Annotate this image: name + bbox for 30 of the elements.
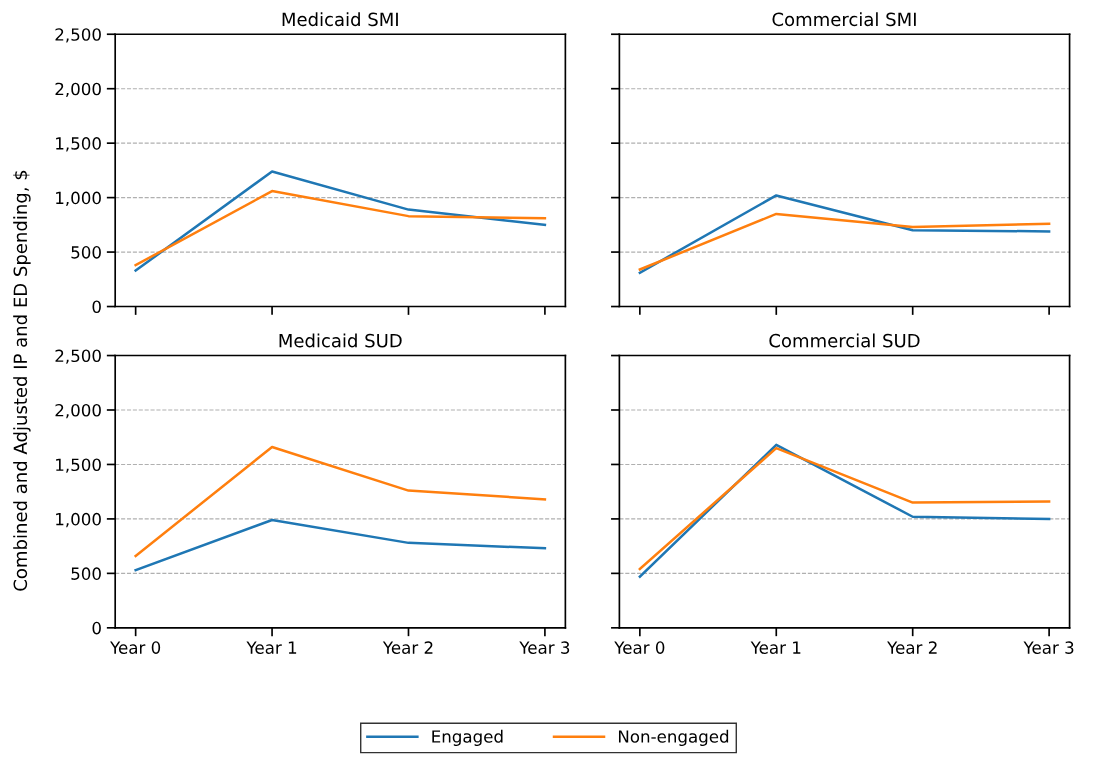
x-tick-label: Year 3	[519, 641, 570, 654]
chart-title: Medicaid SUD	[279, 333, 402, 348]
y-tick-label: 1,500	[56, 137, 101, 152]
chart-title: Medicaid SMI	[282, 12, 398, 27]
y-tick-label: 2,500	[55, 28, 101, 43]
y-tick-label: 0	[92, 300, 101, 314]
x-tick-label: Year 1	[246, 641, 297, 654]
y-tick-label: 2,000	[55, 403, 101, 419]
y-tick-label: 500	[71, 567, 101, 580]
y-tick-label: 2,500	[55, 349, 101, 364]
y-tick-label: 1,000	[56, 512, 101, 528]
y-tick-label: 2,000	[55, 82, 101, 97]
line-series	[134, 445, 547, 558]
x-tick-label: Year 2	[382, 641, 433, 654]
y-tick-label: 500	[71, 246, 101, 259]
x-tick-label: Year 0	[110, 641, 161, 654]
y-tick-label: 1,000	[56, 191, 101, 206]
x-tick-label: Year 2	[887, 641, 937, 654]
x-tick-label: Year 3	[1023, 641, 1074, 654]
y-axis-title: Combined and Adjusted IP and ED Spending, $	[13, 170, 31, 591]
x-tick-label: Year 0	[614, 641, 665, 654]
legend-label: Non-engaged	[618, 729, 729, 746]
line-series	[134, 189, 547, 267]
x-tick-label: Year 1	[750, 641, 801, 654]
line-series	[134, 518, 547, 572]
chart-title: Commercial SUD	[769, 333, 920, 348]
y-tick-label: 1,500	[56, 458, 101, 473]
legend-label: Engaged	[432, 729, 503, 746]
chart-title: Commercial SMI	[772, 12, 916, 27]
y-tick-label: 0	[92, 621, 101, 635]
